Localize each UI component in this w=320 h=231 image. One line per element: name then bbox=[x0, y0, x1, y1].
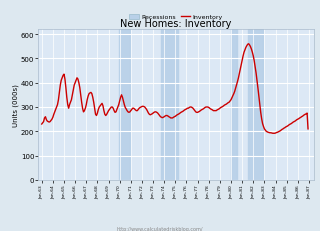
Legend: Recessions, Inventory: Recessions, Inventory bbox=[128, 14, 224, 22]
Bar bbox=[161, 30, 178, 180]
Bar bbox=[19, 30, 30, 180]
Y-axis label: Units (000s): Units (000s) bbox=[13, 84, 19, 126]
Title: New Homes: Inventory: New Homes: Inventory bbox=[120, 19, 232, 29]
Bar bbox=[231, 30, 236, 180]
Bar bbox=[119, 30, 130, 180]
Bar bbox=[248, 30, 263, 180]
Text: http://www.calculatedriskblog.com/: http://www.calculatedriskblog.com/ bbox=[117, 226, 203, 231]
